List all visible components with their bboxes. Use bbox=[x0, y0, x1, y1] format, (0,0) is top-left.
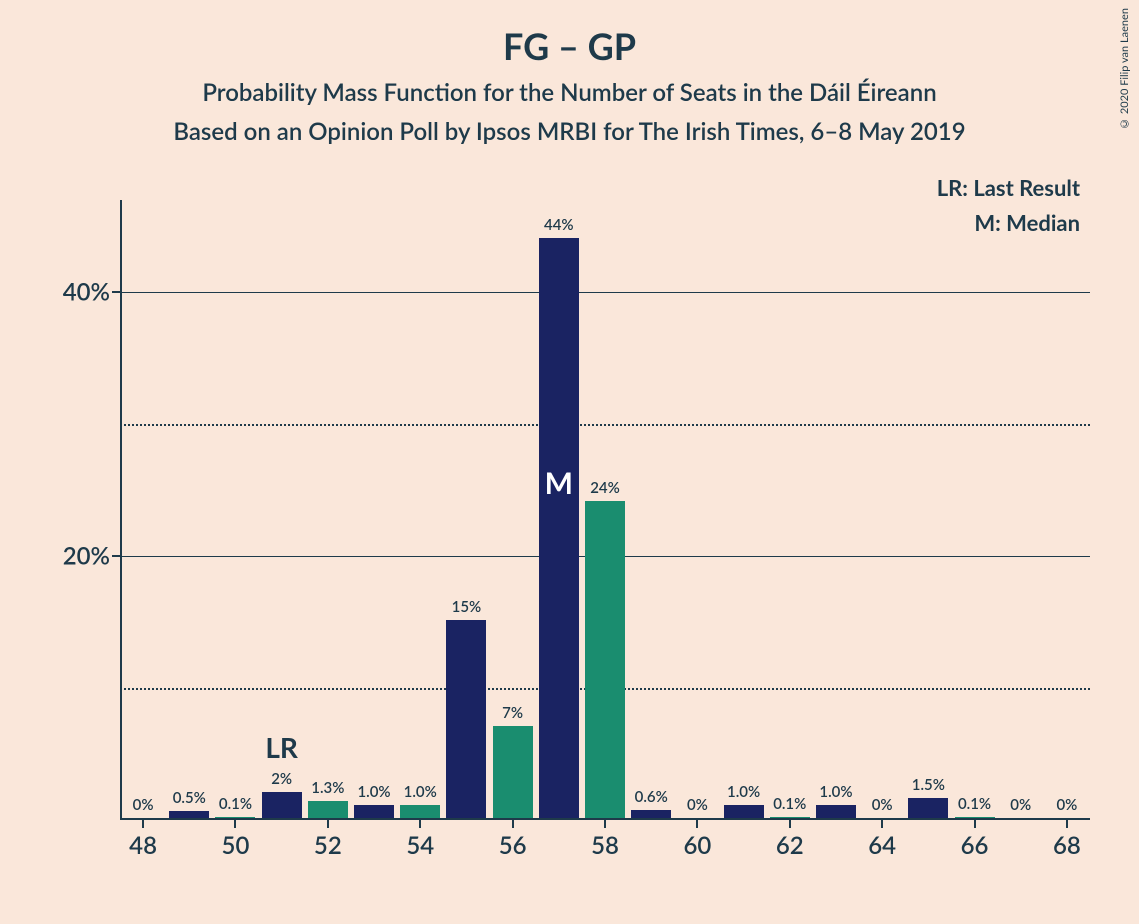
xtick-label: 50 bbox=[222, 831, 250, 860]
xtick-mark bbox=[327, 820, 329, 828]
xtick-mark bbox=[789, 820, 791, 828]
chart-plot-area: LR: Last Result M: Median 20%40%48505254… bbox=[120, 200, 1090, 820]
xtick-label: 62 bbox=[776, 831, 804, 860]
xtick-mark bbox=[696, 820, 698, 828]
annotation-lr: LR bbox=[265, 730, 298, 764]
xtick-mark bbox=[974, 820, 976, 828]
bar-value-label: 0% bbox=[1037, 796, 1097, 814]
bar bbox=[955, 817, 995, 818]
xtick-label: 52 bbox=[314, 831, 342, 860]
bar-value-label: 0% bbox=[852, 796, 912, 814]
chart-subtitle2: Based on an Opinion Poll by Ipsos MRBI f… bbox=[0, 117, 1139, 146]
gridline-major bbox=[120, 292, 1090, 293]
xtick-mark bbox=[419, 820, 421, 828]
bar bbox=[724, 805, 764, 818]
bar bbox=[770, 817, 810, 818]
plot: 20%40%48505254565860626466680%0.5%0.1%2%… bbox=[120, 200, 1090, 820]
xtick-mark bbox=[512, 820, 514, 828]
bar bbox=[262, 792, 302, 818]
bar bbox=[400, 805, 440, 818]
bar bbox=[215, 817, 255, 818]
bar bbox=[354, 805, 394, 818]
xtick-mark bbox=[1066, 820, 1068, 828]
bar-value-label: 1.5% bbox=[898, 776, 958, 794]
chart-title: FG – GP bbox=[0, 0, 1139, 68]
ytick-mark bbox=[112, 291, 120, 293]
xtick-mark bbox=[142, 820, 144, 828]
bar bbox=[308, 801, 348, 818]
bar bbox=[816, 805, 856, 818]
bar-value-label: 1.0% bbox=[390, 783, 450, 801]
xtick-label: 58 bbox=[591, 831, 619, 860]
bar bbox=[169, 811, 209, 818]
xtick-label: 68 bbox=[1053, 831, 1081, 860]
ytick-mark bbox=[112, 555, 120, 557]
xtick-label: 60 bbox=[683, 831, 711, 860]
ytick-label: 40% bbox=[50, 278, 110, 307]
xtick-mark bbox=[234, 820, 236, 828]
xtick-label: 56 bbox=[499, 831, 527, 860]
bar bbox=[493, 726, 533, 818]
xtick-mark bbox=[881, 820, 883, 828]
bar-value-label: 15% bbox=[436, 598, 496, 616]
bar bbox=[631, 810, 671, 818]
bar bbox=[539, 238, 579, 818]
bar-value-label: 44% bbox=[529, 216, 589, 234]
bar-value-label: 7% bbox=[483, 704, 543, 722]
xtick-mark bbox=[604, 820, 606, 828]
chart-subtitle: Probability Mass Function for the Number… bbox=[0, 78, 1139, 107]
bar bbox=[908, 798, 948, 818]
gridline-minor bbox=[120, 424, 1090, 426]
bar bbox=[446, 620, 486, 818]
xtick-label: 66 bbox=[961, 831, 989, 860]
annotation-median: M bbox=[545, 465, 573, 501]
bar-value-label: 24% bbox=[575, 479, 635, 497]
xtick-label: 48 bbox=[129, 831, 157, 860]
copyright-text: © 2020 Filip van Laenen bbox=[1118, 8, 1131, 130]
xtick-label: 64 bbox=[868, 831, 896, 860]
bar-value-label: 0.1% bbox=[205, 795, 265, 813]
xtick-label: 54 bbox=[406, 831, 434, 860]
ytick-label: 20% bbox=[50, 542, 110, 571]
bar bbox=[585, 501, 625, 818]
